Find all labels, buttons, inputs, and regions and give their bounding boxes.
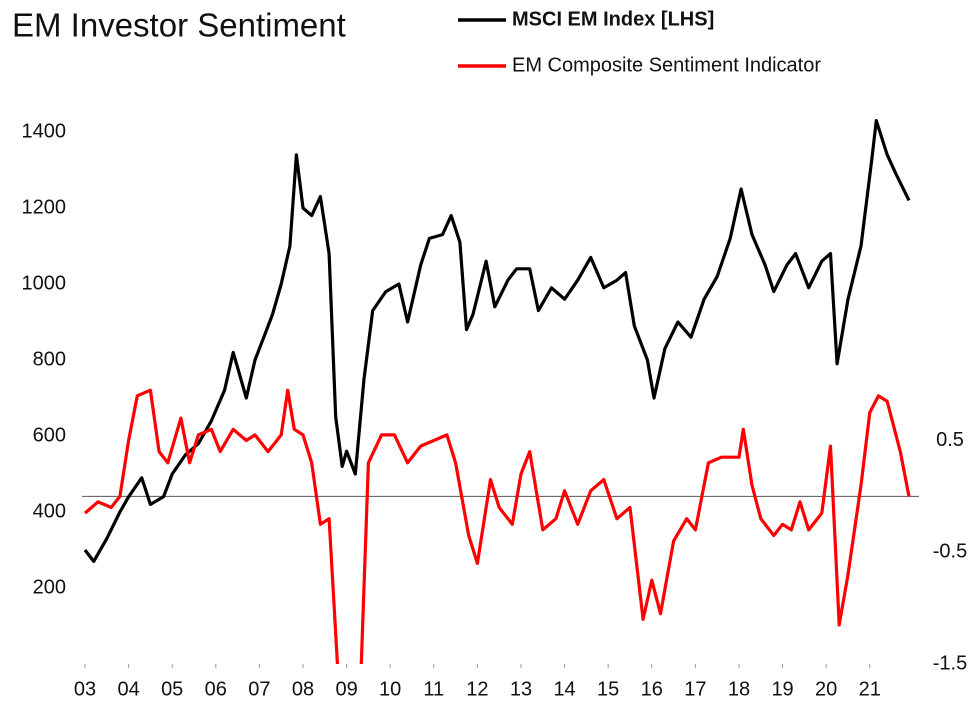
y-tick-label: 1200 <box>22 196 67 218</box>
y2-tick-label: 0.5 <box>936 429 964 451</box>
x-tick-label: 12 <box>466 678 488 700</box>
plot-area <box>83 119 911 664</box>
chart-title: EM Investor Sentiment <box>12 7 346 44</box>
x-tick-label: 17 <box>684 678 706 700</box>
y-tick-label: 1400 <box>22 120 67 142</box>
x-tick-label: 10 <box>379 678 401 700</box>
x-tick-label: 05 <box>161 678 183 700</box>
y-tick-label: 1000 <box>22 272 67 294</box>
x-tick-label: 06 <box>205 678 227 700</box>
x-tick-label: 19 <box>771 678 793 700</box>
x-tick-label: 14 <box>553 678 575 700</box>
y-tick-label: 400 <box>33 500 66 522</box>
y2-tick-label: -0.5 <box>933 541 967 563</box>
x-tick-label: 18 <box>728 678 750 700</box>
legend-label: EM Composite Sentiment Indicator <box>512 54 821 76</box>
series-line <box>83 388 911 664</box>
x-tick-label: 03 <box>74 678 96 700</box>
x-tick-label: 20 <box>815 678 837 700</box>
x-tick-label: 21 <box>859 678 881 700</box>
legend-label: MSCI EM Index [LHS] <box>512 8 714 30</box>
y-tick-label: 800 <box>33 348 66 370</box>
x-tick-label: 13 <box>510 678 532 700</box>
y-tick-label: 200 <box>33 576 66 598</box>
x-tick-label: 15 <box>597 678 619 700</box>
x-tick-label: 07 <box>248 678 270 700</box>
x-tick-label: 11 <box>423 678 444 700</box>
x-tick-label: 04 <box>117 678 139 700</box>
x-tick-label: 16 <box>641 678 663 700</box>
y-tick-label: 600 <box>33 424 66 446</box>
x-tick-label: 09 <box>335 678 357 700</box>
y2-tick-label: -1.5 <box>933 652 967 674</box>
x-tick-label: 08 <box>292 678 314 700</box>
series-line <box>83 119 911 563</box>
